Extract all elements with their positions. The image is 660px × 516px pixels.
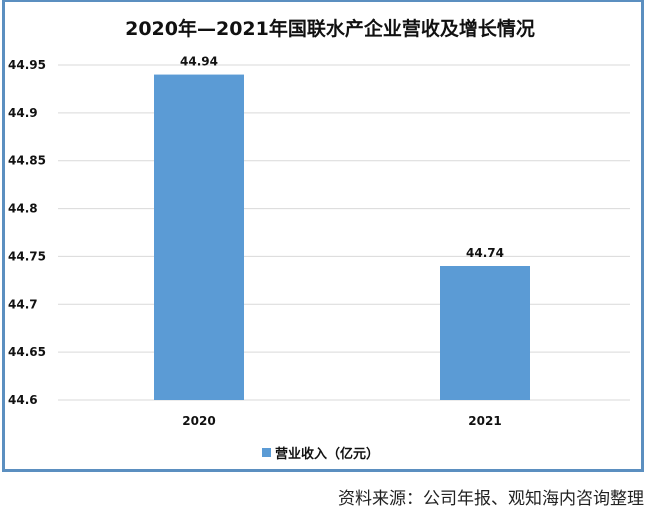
data-label: 44.94 [180,55,218,69]
legend: 营业收入（亿元） [262,443,379,462]
chart-frame [2,0,644,472]
x-tick-label: 2021 [468,414,501,428]
y-tick-label: 44.95 [8,58,46,72]
data-label: 44.74 [466,246,504,260]
y-tick-label: 44.9 [8,106,38,120]
y-tick-label: 44.65 [8,345,46,359]
y-tick-label: 44.85 [8,154,46,168]
legend-swatch [262,448,271,457]
bar-2021 [440,266,530,400]
legend-label: 营业收入（亿元） [275,447,380,462]
y-tick-label: 44.75 [8,249,46,263]
y-tick-label: 44.7 [8,297,38,311]
x-tick-label: 2020 [182,414,215,428]
bar-2020 [154,74,244,401]
y-tick-label: 44.8 [8,202,38,216]
y-tick-label: 44.6 [8,393,38,407]
source-note: 资料来源：公司年报、观知海内咨询整理 [338,489,644,509]
chart-title: 2020年—2021年国联水产企业营收及增长情况 [125,18,535,40]
